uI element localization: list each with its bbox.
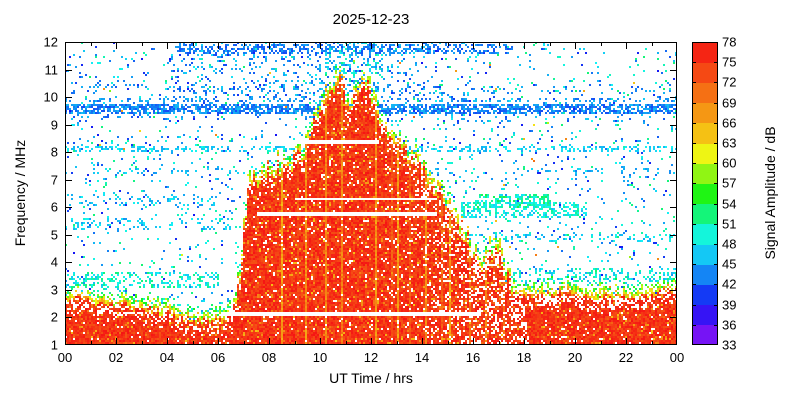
x-tick-label: 00 [57, 350, 73, 365]
x-tick-label: 16 [465, 350, 481, 365]
colorbar-tick-label: 36 [722, 317, 737, 333]
x-tick-label: 22 [618, 350, 634, 365]
x-tick-label: 10 [312, 350, 328, 365]
x-tick-label: 00 [669, 350, 685, 365]
x-tick-label: 04 [159, 350, 175, 365]
colorbar-tick-label: 48 [722, 236, 737, 252]
y-tick-label: 11 [44, 62, 59, 78]
colorbar-tick-label: 57 [722, 175, 737, 191]
colorbar-tick-label: 42 [722, 276, 737, 292]
colorbar-tick-label: 69 [722, 95, 737, 111]
x-tick-label: 02 [108, 350, 124, 365]
y-tick-label: 9 [50, 117, 58, 133]
y-tick-label: 3 [50, 282, 58, 298]
spectrogram-canvas [65, 42, 677, 345]
y-tick-label: 4 [50, 254, 58, 270]
y-tick-label: 7 [50, 172, 58, 188]
colorbar-tick-label: 39 [722, 297, 737, 313]
colorbar-tick-label: 45 [722, 256, 737, 272]
colorbar-tick-label: 54 [722, 196, 737, 212]
x-tick-label: 14 [414, 350, 430, 365]
colorbar-label: Signal Amplitude / dB [762, 126, 778, 260]
y-tick-label: 5 [50, 227, 58, 243]
y-tick-label: 10 [43, 89, 58, 105]
colorbar-tick-label: 72 [722, 74, 737, 90]
x-tick-label: 06 [210, 350, 226, 365]
colorbar-tick-label: 75 [722, 54, 737, 70]
y-tick-label: 8 [50, 144, 58, 160]
x-axis-label: UT Time / hrs [329, 370, 413, 386]
x-tick-label: 20 [567, 350, 583, 365]
y-tick-label: 1 [50, 337, 58, 353]
colorbar-tick-label: 78 [722, 34, 737, 50]
chart-title: 2025-12-23 [332, 11, 410, 28]
y-tick-label: 6 [50, 199, 58, 215]
colorbar-tick-label: 66 [722, 115, 737, 131]
x-tick-label: 08 [261, 350, 277, 365]
colorbar-tick-label: 60 [722, 155, 737, 171]
colorbar-tick-label: 33 [722, 337, 737, 353]
x-tick-label: 18 [516, 350, 532, 365]
x-tick-label: 12 [363, 350, 379, 365]
colorbar-canvas [692, 42, 718, 345]
y-tick-label: 2 [50, 309, 58, 325]
colorbar-tick-label: 63 [722, 135, 737, 151]
y-tick-label: 12 [43, 34, 58, 50]
colorbar-tick-label: 51 [722, 216, 737, 232]
